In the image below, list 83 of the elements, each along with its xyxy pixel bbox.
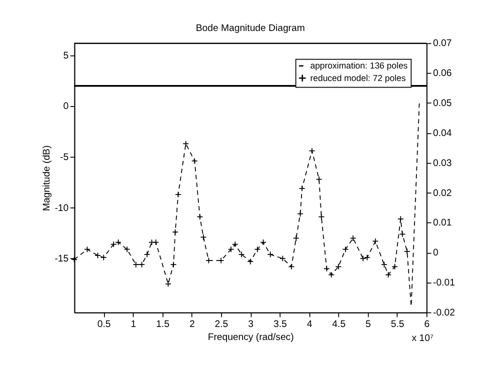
point <box>323 265 330 272</box>
point <box>164 280 172 288</box>
point <box>218 257 224 264</box>
point <box>196 214 204 220</box>
x-tick-label: 0.5 <box>97 318 111 330</box>
point <box>328 272 335 278</box>
x-tick-label: 2.5 <box>214 318 228 330</box>
point <box>110 241 117 248</box>
x-axis-title: Frequency (rad/sec) <box>208 332 294 343</box>
legend-label: reduced model: 72 poles <box>310 72 406 83</box>
x-tick-label: 3 <box>248 318 254 330</box>
point <box>350 234 356 242</box>
point <box>397 216 404 222</box>
point <box>232 241 238 248</box>
point <box>132 261 140 268</box>
point <box>174 191 182 198</box>
point <box>100 254 107 261</box>
point <box>308 148 316 154</box>
y2-tick-label: 0.05 <box>433 98 452 110</box>
y2-tick-label: 0.06 <box>433 68 452 80</box>
point <box>152 239 160 246</box>
point <box>364 254 370 261</box>
point <box>279 255 286 262</box>
point <box>360 255 366 262</box>
point <box>342 246 349 253</box>
point <box>200 234 207 240</box>
point <box>298 185 306 192</box>
point <box>297 210 304 218</box>
point <box>247 258 254 265</box>
chart-title: Bode Magnitude Diagram <box>196 22 305 34</box>
point <box>372 238 379 244</box>
x-tick-label: 1 <box>130 318 136 330</box>
point <box>205 257 212 264</box>
y2-tick-label: -0.02 <box>433 307 455 318</box>
point <box>228 246 234 253</box>
x-tick-label: 3.5 <box>273 318 287 330</box>
point <box>335 263 342 270</box>
point <box>115 239 122 246</box>
x-tick-label: 5 <box>366 318 371 330</box>
point <box>404 248 410 255</box>
y-tick-label: 0 <box>63 101 69 112</box>
x-tick-label: 6 <box>424 318 430 330</box>
y2-tick-label: 0.03 <box>433 158 452 169</box>
point <box>292 234 300 242</box>
y2-tick-label: 0 <box>433 248 438 259</box>
point <box>316 176 322 182</box>
x-tick-label: 4.5 <box>332 318 346 330</box>
y2-tick-label: 0.07 <box>433 38 452 50</box>
x-tick-label: 4 <box>306 318 313 330</box>
y-tick-label: -10 <box>54 202 69 214</box>
point <box>144 251 150 258</box>
point <box>254 246 261 253</box>
point <box>385 272 392 278</box>
point <box>238 251 245 258</box>
y2-tick-label: 0.01 <box>433 218 452 229</box>
point <box>380 261 388 268</box>
point <box>94 252 101 259</box>
y2-tick-label: 0.02 <box>433 188 452 199</box>
y-axis-title: Magnitude (dB) <box>41 145 52 212</box>
point <box>84 246 90 253</box>
x-tick-label: 5.5 <box>390 318 404 330</box>
point <box>170 261 177 268</box>
point <box>172 228 178 236</box>
point <box>399 230 406 238</box>
point <box>138 261 145 268</box>
y2-tick-label: -0.01 <box>433 277 455 288</box>
legend-label: approximation: 136 poles <box>310 60 408 71</box>
point <box>318 214 325 220</box>
point <box>124 246 130 253</box>
point <box>148 239 155 246</box>
x-tick-label: 2 <box>189 318 195 330</box>
y-tick-label: 5 <box>63 50 69 62</box>
point <box>267 251 274 258</box>
y-tick-label: -5 <box>60 152 69 163</box>
x-tick-label: 1.5 <box>156 318 170 330</box>
point <box>191 158 198 164</box>
text: x 10⁷ <box>412 333 434 344</box>
point <box>392 263 398 270</box>
y2-tick-label: 0.04 <box>433 128 452 139</box>
y-tick-label: -15 <box>54 254 69 265</box>
point <box>260 239 266 246</box>
point <box>288 263 295 270</box>
point <box>182 140 190 147</box>
